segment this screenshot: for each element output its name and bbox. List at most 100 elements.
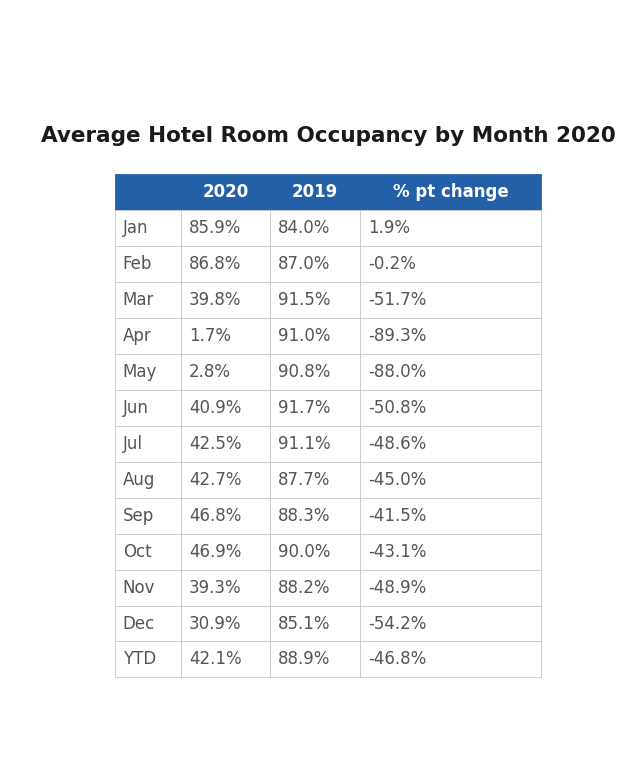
Bar [271, 210, 360, 246]
Bar [271, 605, 360, 642]
Text: Average Hotel Room Occupancy by Month 2020: Average Hotel Room Occupancy by Month 20… [40, 126, 616, 146]
Text: 84.0%: 84.0% [278, 219, 331, 237]
Text: 85.9%: 85.9% [189, 219, 241, 237]
Bar [181, 426, 271, 462]
Bar [181, 462, 271, 498]
Text: 40.9%: 40.9% [189, 399, 241, 417]
Text: -48.6%: -48.6% [368, 435, 426, 453]
Bar [181, 642, 271, 678]
Text: % pt change: % pt change [393, 183, 509, 202]
Text: Jan: Jan [123, 219, 148, 237]
Text: Aug: Aug [123, 471, 155, 489]
Text: -43.1%: -43.1% [368, 542, 426, 561]
Bar [360, 498, 541, 534]
Text: 91.7%: 91.7% [278, 399, 331, 417]
Bar [360, 318, 541, 354]
Text: Dec: Dec [123, 615, 155, 633]
Text: 91.0%: 91.0% [278, 327, 331, 345]
Bar [181, 174, 271, 210]
Text: -41.5%: -41.5% [368, 506, 426, 524]
Bar [360, 174, 541, 210]
Text: 88.2%: 88.2% [278, 579, 331, 597]
Text: 2.8%: 2.8% [189, 363, 231, 381]
Bar [115, 569, 181, 605]
Text: 46.8%: 46.8% [189, 506, 241, 524]
Text: YTD: YTD [123, 650, 156, 668]
Bar [115, 426, 181, 462]
Bar [360, 642, 541, 678]
Bar [115, 462, 181, 498]
Bar [271, 282, 360, 318]
Bar [271, 534, 360, 569]
Bar [271, 569, 360, 605]
Text: May: May [123, 363, 157, 381]
Bar [181, 210, 271, 246]
Bar [181, 318, 271, 354]
Bar [360, 462, 541, 498]
Text: 42.5%: 42.5% [189, 435, 241, 453]
Bar [360, 282, 541, 318]
Text: 39.3%: 39.3% [189, 579, 241, 597]
Bar [271, 642, 360, 678]
Bar [271, 390, 360, 426]
Text: 42.7%: 42.7% [189, 471, 241, 489]
Text: 91.5%: 91.5% [278, 291, 331, 309]
Bar [181, 354, 271, 390]
Bar [115, 642, 181, 678]
Text: -89.3%: -89.3% [368, 327, 426, 345]
Text: 88.9%: 88.9% [278, 650, 331, 668]
Bar [115, 210, 181, 246]
Bar [271, 354, 360, 390]
Bar [360, 354, 541, 390]
Bar [181, 282, 271, 318]
Bar [271, 498, 360, 534]
Text: 2019: 2019 [292, 183, 339, 202]
Bar [360, 534, 541, 569]
Bar [271, 426, 360, 462]
Bar [115, 534, 181, 569]
Text: 90.0%: 90.0% [278, 542, 331, 561]
Text: -46.8%: -46.8% [368, 650, 426, 668]
Bar [115, 605, 181, 642]
Text: 39.8%: 39.8% [189, 291, 241, 309]
Bar [181, 534, 271, 569]
Bar [360, 605, 541, 642]
Bar [360, 426, 541, 462]
Bar [181, 390, 271, 426]
Text: Feb: Feb [123, 255, 152, 273]
Bar [360, 246, 541, 282]
Text: -88.0%: -88.0% [368, 363, 426, 381]
Text: 91.1%: 91.1% [278, 435, 331, 453]
Text: -48.9%: -48.9% [368, 579, 426, 597]
Bar [360, 569, 541, 605]
Bar [115, 318, 181, 354]
Text: -51.7%: -51.7% [368, 291, 426, 309]
Text: -50.8%: -50.8% [368, 399, 426, 417]
Text: 90.8%: 90.8% [278, 363, 331, 381]
Text: 2020: 2020 [202, 183, 249, 202]
Text: Jul: Jul [123, 435, 143, 453]
Bar [181, 498, 271, 534]
Bar [115, 174, 181, 210]
Text: 1.9%: 1.9% [368, 219, 410, 237]
Text: 87.7%: 87.7% [278, 471, 331, 489]
Bar [181, 605, 271, 642]
Bar [271, 174, 360, 210]
Text: 86.8%: 86.8% [189, 255, 241, 273]
Bar [115, 246, 181, 282]
Bar [115, 282, 181, 318]
Text: Apr: Apr [123, 327, 152, 345]
Bar [115, 354, 181, 390]
Bar [360, 210, 541, 246]
Bar [271, 318, 360, 354]
Text: Sep: Sep [123, 506, 154, 524]
Bar [181, 569, 271, 605]
Bar [115, 390, 181, 426]
Text: Mar: Mar [123, 291, 154, 309]
Text: Oct: Oct [123, 542, 151, 561]
Text: 46.9%: 46.9% [189, 542, 241, 561]
Text: -45.0%: -45.0% [368, 471, 426, 489]
Bar [271, 246, 360, 282]
Bar [181, 246, 271, 282]
Text: 30.9%: 30.9% [189, 615, 241, 633]
